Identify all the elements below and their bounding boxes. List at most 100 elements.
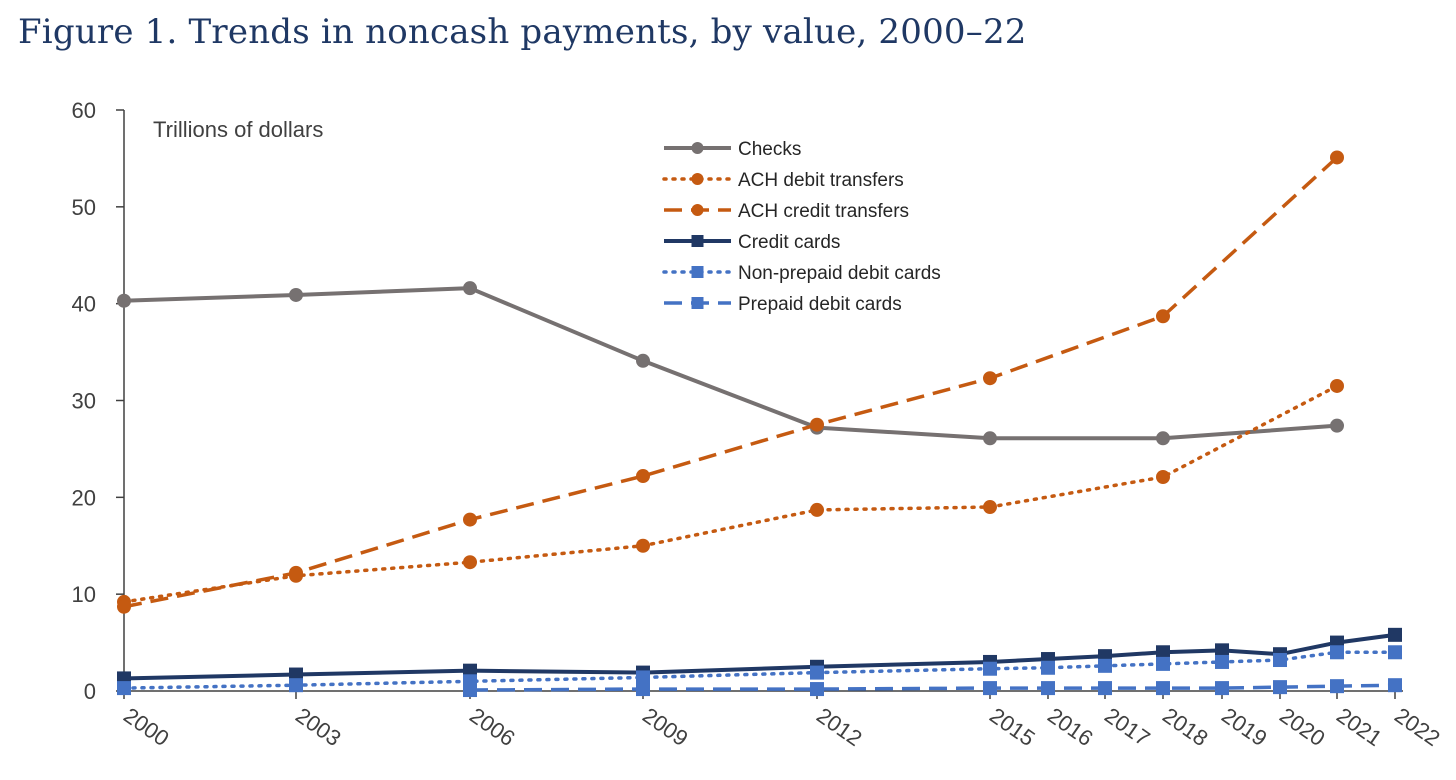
data-point: [463, 555, 477, 570]
data-point: [1330, 645, 1344, 660]
data-point: [1041, 681, 1055, 696]
data-point: [1273, 680, 1287, 695]
legend-marker: [691, 235, 704, 247]
series-line: [122, 384, 1339, 604]
data-point: [1215, 643, 1229, 658]
data-point: [1330, 418, 1344, 433]
series-line: [123, 632, 1396, 681]
data-point: [289, 667, 303, 682]
data-point: [117, 599, 131, 614]
legend-marker: [691, 204, 704, 216]
data-point: [117, 681, 131, 696]
data-point: [1330, 679, 1344, 694]
data-point: [983, 681, 997, 696]
series-line: [123, 156, 1339, 609]
data-point: [636, 469, 650, 484]
data-point: [810, 682, 824, 697]
data-point: [1388, 645, 1402, 660]
x-tick-label: 2020: [1275, 703, 1329, 752]
x-tick-label: 2022: [1390, 703, 1444, 752]
figure-title: Figure 1. Trends in noncash payments, by…: [18, 12, 1027, 52]
y-tick-label: 30: [72, 389, 96, 414]
data-point: [289, 287, 303, 302]
data-point: [1156, 469, 1170, 484]
series-prepaid-debit-cards: [463, 678, 1402, 698]
data-point: [810, 502, 824, 517]
legend-label: Credit cards: [738, 232, 840, 253]
legend-item: Credit cards: [664, 232, 840, 253]
legend-item: ACH credit transfers: [664, 201, 909, 222]
legend-marker: [691, 173, 704, 185]
data-point: [1098, 658, 1112, 673]
data-point: [636, 353, 650, 368]
x-tick-label: 2021: [1332, 703, 1386, 752]
data-point: [463, 683, 477, 698]
x-tick-label: 2018: [1158, 703, 1212, 752]
data-point: [810, 665, 824, 680]
data-point: [1388, 627, 1402, 642]
series-checks: [117, 281, 1344, 446]
data-point: [1330, 378, 1344, 393]
y-tick-label: 0: [84, 679, 96, 704]
y-tick-label: 60: [72, 98, 96, 123]
legend-marker: [691, 142, 704, 154]
x-tick-label: 2003: [291, 703, 345, 752]
y-tick-label: 50: [72, 195, 96, 220]
data-point: [983, 371, 997, 386]
x-tick-label: 2017: [1100, 703, 1154, 752]
legend-label: Prepaid debit cards: [738, 294, 902, 315]
data-point: [636, 538, 650, 553]
data-point: [289, 565, 303, 580]
data-point: [463, 512, 477, 527]
data-point: [463, 281, 477, 296]
x-tick-label: 2012: [812, 703, 866, 752]
x-tick-label: 2015: [985, 703, 1039, 752]
data-point: [1156, 645, 1170, 660]
data-point: [983, 500, 997, 515]
y-tick-label: 40: [72, 292, 96, 317]
data-point: [1273, 653, 1287, 668]
legend-marker: [691, 297, 704, 309]
x-tick-label: 2006: [465, 703, 519, 752]
data-point: [810, 417, 824, 432]
legend-marker: [691, 266, 704, 278]
data-point: [1215, 681, 1229, 696]
series-credit-cards: [117, 627, 1402, 686]
data-point: [1388, 678, 1402, 693]
series-line: [469, 683, 1396, 692]
series-non-prepaid-debit-cards: [117, 645, 1402, 696]
x-tick-label: 2009: [638, 703, 692, 752]
y-tick-label: 20: [72, 485, 96, 510]
legend-item: Checks: [664, 139, 801, 160]
x-tick-label: 2016: [1043, 703, 1097, 752]
legend-item: ACH debit transfers: [662, 170, 904, 191]
data-point: [1215, 654, 1229, 669]
legend-label: ACH debit transfers: [738, 170, 904, 191]
legend-label: ACH credit transfers: [738, 201, 909, 222]
data-point: [1098, 681, 1112, 696]
data-point: [1330, 150, 1344, 165]
y-tick-label: 10: [72, 582, 96, 607]
series-line: [123, 286, 1338, 441]
data-point: [983, 431, 997, 446]
data-point: [1156, 309, 1170, 324]
data-point: [1041, 660, 1055, 675]
data-point: [636, 670, 650, 685]
y-axis-unit-label: Trillions of dollars: [153, 117, 323, 142]
x-tick-label: 2019: [1217, 703, 1271, 752]
data-point: [463, 663, 477, 678]
data-point: [636, 682, 650, 697]
legend-label: Non-prepaid debit cards: [738, 263, 941, 284]
series-ach-credit-transfers: [117, 150, 1344, 614]
data-point: [289, 678, 303, 693]
legend-item: Prepaid debit cards: [664, 294, 902, 315]
data-point: [1156, 656, 1170, 671]
legend-item: Non-prepaid debit cards: [662, 263, 941, 284]
data-point: [1156, 681, 1170, 696]
legend-label: Checks: [738, 139, 801, 160]
data-point: [117, 293, 131, 308]
data-point: [983, 661, 997, 676]
data-point: [1156, 431, 1170, 446]
x-tick-label: 2000: [119, 703, 173, 752]
